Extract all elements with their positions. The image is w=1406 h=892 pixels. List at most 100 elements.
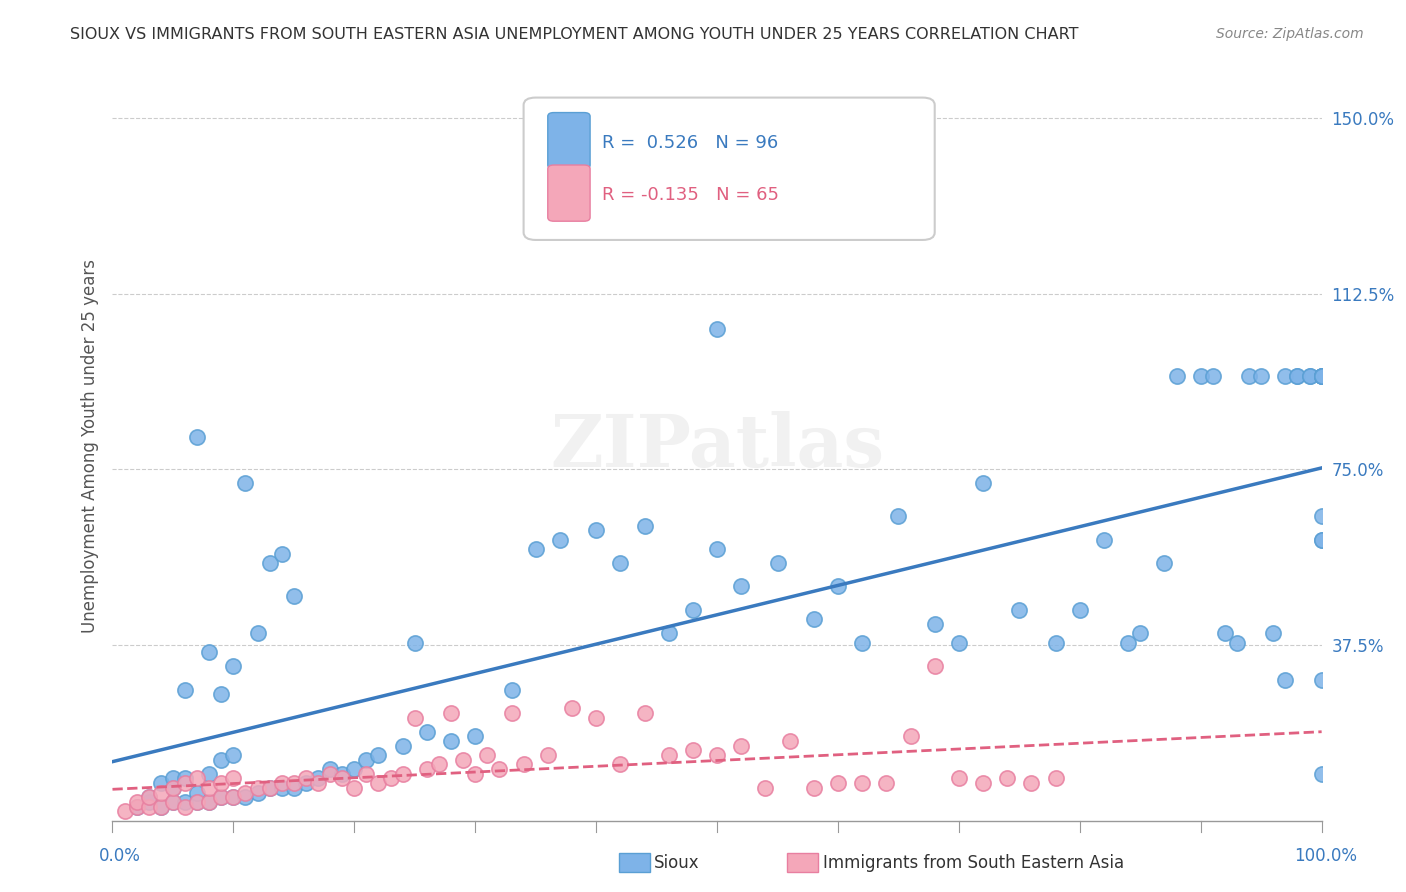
Point xyxy=(924,617,946,632)
Point xyxy=(827,776,849,790)
Point xyxy=(209,790,232,805)
Point xyxy=(1092,533,1115,547)
Point xyxy=(343,780,366,795)
FancyBboxPatch shape xyxy=(523,97,935,240)
Point xyxy=(1045,635,1067,649)
Point xyxy=(1069,603,1091,617)
Point xyxy=(162,780,184,795)
Point xyxy=(488,762,510,776)
Point xyxy=(1226,635,1249,649)
Point xyxy=(404,710,426,724)
Point xyxy=(246,780,269,795)
Point xyxy=(1310,368,1333,383)
Point xyxy=(186,795,208,809)
Point xyxy=(235,790,257,805)
Point xyxy=(174,795,197,809)
Point xyxy=(186,786,208,800)
Point xyxy=(585,524,607,538)
Point xyxy=(295,772,318,786)
Point xyxy=(259,556,281,570)
Point xyxy=(1310,368,1333,383)
Point xyxy=(138,795,160,809)
Point xyxy=(706,322,728,336)
Point xyxy=(307,776,329,790)
Point xyxy=(259,780,281,795)
Point xyxy=(138,799,160,814)
Point xyxy=(1166,368,1188,383)
Point xyxy=(706,542,728,557)
Point xyxy=(283,780,305,795)
Point xyxy=(391,767,413,781)
Point xyxy=(501,682,523,697)
Point xyxy=(995,772,1018,786)
Point xyxy=(1310,767,1333,781)
Point xyxy=(548,533,571,547)
Point xyxy=(162,780,184,795)
Point xyxy=(1310,533,1333,547)
Point xyxy=(609,556,631,570)
Point xyxy=(1008,603,1031,617)
Point xyxy=(162,795,184,809)
FancyBboxPatch shape xyxy=(548,165,591,221)
Point xyxy=(198,645,221,659)
Point xyxy=(186,772,208,786)
Point xyxy=(1021,776,1043,790)
Point xyxy=(319,762,342,776)
Point xyxy=(270,780,292,795)
Point xyxy=(330,772,353,786)
Point xyxy=(1286,368,1309,383)
Text: SIOUX VS IMMIGRANTS FROM SOUTH EASTERN ASIA UNEMPLOYMENT AMONG YOUTH UNDER 25 YE: SIOUX VS IMMIGRANTS FROM SOUTH EASTERN A… xyxy=(70,27,1078,42)
Point xyxy=(440,706,463,720)
Point xyxy=(1286,368,1309,383)
Point xyxy=(1129,626,1152,640)
Point xyxy=(730,580,752,594)
Point xyxy=(1310,368,1333,383)
Point xyxy=(125,799,148,814)
Point xyxy=(391,739,413,753)
Point xyxy=(330,767,353,781)
Point xyxy=(1189,368,1212,383)
Point xyxy=(658,747,681,762)
Point xyxy=(295,776,318,790)
Point xyxy=(827,580,849,594)
Point xyxy=(1274,673,1296,688)
Point xyxy=(222,772,245,786)
Point xyxy=(319,767,342,781)
Point xyxy=(380,772,402,786)
Point xyxy=(162,795,184,809)
Point xyxy=(633,518,655,533)
Point xyxy=(887,509,910,524)
Point xyxy=(209,776,232,790)
Point xyxy=(585,710,607,724)
Point xyxy=(235,476,257,491)
Point xyxy=(174,682,197,697)
Point xyxy=(283,776,305,790)
Point xyxy=(343,762,366,776)
Point xyxy=(1310,368,1333,383)
Point xyxy=(138,790,160,805)
Point xyxy=(1310,368,1333,383)
Point xyxy=(537,747,560,762)
Point xyxy=(356,767,378,781)
Point xyxy=(235,786,257,800)
Point xyxy=(222,659,245,673)
Point xyxy=(803,612,825,626)
Point xyxy=(174,799,197,814)
Point xyxy=(149,799,172,814)
Point xyxy=(209,753,232,767)
Point xyxy=(1298,368,1320,383)
Point xyxy=(477,747,499,762)
Point xyxy=(174,772,197,786)
Point xyxy=(416,724,439,739)
Point xyxy=(270,547,292,561)
Point xyxy=(766,556,789,570)
Point xyxy=(1274,368,1296,383)
Point xyxy=(198,780,221,795)
Point xyxy=(416,762,439,776)
Point xyxy=(803,780,825,795)
Point xyxy=(209,790,232,805)
Point xyxy=(1310,368,1333,383)
Point xyxy=(1298,368,1320,383)
Point xyxy=(259,780,281,795)
Point xyxy=(222,790,245,805)
